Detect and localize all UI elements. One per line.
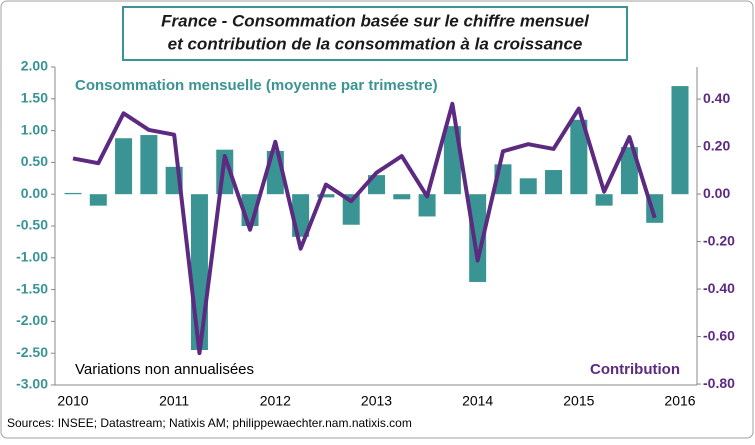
y2-tick-label: -0.80 [703,375,735,391]
y-tick-label: 1.50 [21,90,48,106]
x-tick-label: 2016 [664,393,695,409]
bar [89,194,107,206]
y2-tick-label: -0.20 [703,232,735,248]
bar [393,194,411,200]
y-tick-label: 2.00 [21,58,48,74]
bar [317,194,335,198]
y2-tick-label: 0.20 [703,137,730,153]
bar [620,147,638,195]
x-tick-label: 2013 [361,393,392,409]
bar [342,194,360,225]
title-box [122,6,628,61]
y2-tick-label: -0.40 [703,280,735,296]
bar [64,192,82,195]
y-tick-label: 0.00 [21,185,48,201]
annotation: Variations non annualisées [75,361,254,378]
y-tick-label: 0.50 [21,153,48,169]
bar [469,194,487,282]
bar [190,194,208,351]
bar [418,194,436,217]
y-tick-label: -2.50 [16,344,48,360]
legend-label: Contribution [590,361,680,378]
legend-label: Consommation mensuelle (moyenne par trim… [75,77,438,94]
chart-title: et contribution de la consommation à la … [168,34,583,53]
x-tick-label: 2012 [260,393,291,409]
bar [519,178,537,195]
x-tick-label: 2014 [462,393,493,409]
bar [140,135,158,195]
y-tick-label: -2.00 [16,312,48,328]
source: Sources: INSEE; Datastream; Natixis AM; … [7,416,412,430]
bar [671,86,689,195]
y-tick-label: -1.00 [16,249,48,265]
chart-title: France - Consommation basée sur le chiff… [161,11,590,30]
bar [595,194,613,206]
bar [545,170,563,195]
y2-tick-label: 0.40 [703,90,730,106]
bar [443,126,461,195]
y2-tick-label: -0.60 [703,327,735,343]
y-tick-label: -0.50 [16,217,48,233]
y-tick-label: -1.50 [16,280,48,296]
y-tick-label: -3.00 [16,376,48,392]
line [72,101,657,356]
x-tick-label: 2011 [159,393,189,409]
y-tick-label: 1.00 [21,121,48,137]
x-tick-label: 2010 [57,393,88,409]
x-tick-label: 2015 [563,393,594,409]
y2-tick-label: 0.00 [703,185,730,201]
bar [115,138,133,195]
bar [570,119,588,195]
